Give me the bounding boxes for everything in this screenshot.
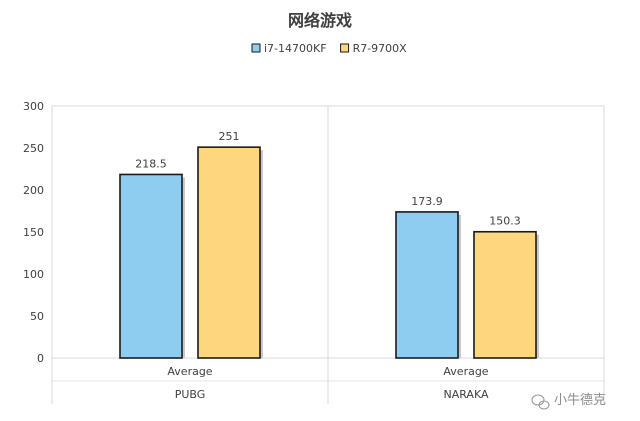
group-label: PUBG [175, 388, 206, 401]
category-label: Average [167, 365, 212, 378]
data-label: 251 [219, 130, 240, 143]
legend-label: i7-14700KF [264, 42, 327, 55]
y-tick-label: 50 [30, 310, 44, 323]
legend-swatch [340, 43, 350, 53]
chart-title: 网络游戏 [288, 11, 352, 30]
bar-i7-14700KF [395, 211, 459, 359]
y-tick-label: 150 [23, 226, 44, 239]
category-axis: Average PUBG Average NARAKA [167, 365, 489, 401]
legend-label: R7-9700X [353, 42, 408, 55]
bar-R7-9700X [473, 230, 537, 359]
y-tick-label: 0 [37, 352, 44, 365]
bar-R7-9700X [197, 146, 261, 359]
y-tick-label: 100 [23, 268, 44, 281]
category-label: Average [443, 365, 488, 378]
plot-area: 218.5 251 173.9 150.3 [51, 105, 605, 404]
group-label: NARAKA [443, 388, 488, 401]
y-tick-label: 300 [23, 100, 44, 113]
data-label: 173.9 [411, 195, 443, 208]
wechat-logo-icon [531, 394, 550, 410]
legend-swatch [251, 43, 261, 53]
data-label: 150.3 [489, 215, 521, 228]
y-tick-label: 200 [23, 184, 44, 197]
bar-i7-14700KF [119, 173, 183, 359]
data-label: 218.5 [135, 157, 167, 170]
y-tick-label: 250 [23, 142, 44, 155]
legend: i7-14700KF R7-9700X [251, 42, 408, 55]
y-axis: 0 50 100 150 200 250 300 [23, 100, 44, 365]
watermark: 小牛德克 [531, 393, 606, 410]
watermark-text: 小牛德克 [554, 393, 606, 408]
